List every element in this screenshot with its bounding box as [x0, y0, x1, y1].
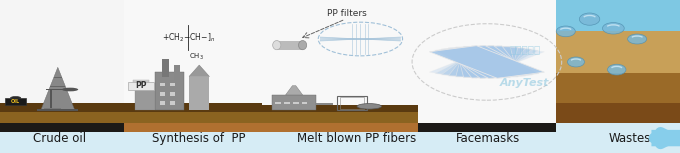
Bar [160, 92, 165, 96]
Ellipse shape [579, 13, 600, 25]
Text: 嘉岕检测网: 嘉岕检测网 [509, 44, 541, 54]
Text: $+$CH$_2$$-$CH$-$$]_n$: $+$CH$_2$$-$CH$-$$]_n$ [162, 31, 215, 44]
Polygon shape [189, 65, 209, 76]
Text: Wastes: Wastes [609, 132, 651, 145]
Bar [170, 92, 175, 96]
Bar [277, 41, 303, 50]
Bar [0, 103, 124, 112]
Bar [0, 0, 124, 123]
Bar [275, 102, 281, 104]
Polygon shape [456, 46, 518, 78]
Bar [262, 105, 418, 112]
Polygon shape [448, 46, 526, 78]
Bar [272, 95, 316, 110]
Bar [293, 102, 299, 104]
Text: Melt blown PP fibers: Melt blown PP fibers [297, 132, 417, 145]
Bar [50, 86, 65, 87]
Bar [128, 82, 154, 90]
Bar [556, 31, 680, 80]
Bar [556, 0, 680, 39]
Bar [284, 102, 290, 104]
Text: CH$_3$: CH$_3$ [189, 52, 204, 62]
Bar [262, 0, 418, 123]
Ellipse shape [602, 22, 624, 34]
Ellipse shape [299, 41, 307, 50]
Bar [556, 73, 680, 103]
FancyArrow shape [651, 125, 680, 151]
Bar [0, 105, 124, 123]
Text: Synthesis of  PP: Synthesis of PP [152, 132, 246, 145]
Text: PP filters: PP filters [327, 9, 367, 17]
Bar [340, 97, 364, 109]
Bar [0, 123, 680, 153]
Circle shape [62, 88, 78, 91]
Text: Crude oil: Crude oil [33, 132, 86, 145]
Bar [262, 123, 418, 132]
Polygon shape [435, 45, 539, 78]
Polygon shape [448, 46, 526, 78]
Bar [37, 109, 78, 111]
Polygon shape [286, 86, 303, 95]
Bar [174, 65, 180, 80]
Bar [337, 96, 367, 110]
Polygon shape [429, 46, 545, 78]
Circle shape [357, 104, 381, 109]
Bar [170, 101, 175, 105]
Ellipse shape [608, 64, 626, 75]
Polygon shape [441, 46, 532, 78]
Bar [133, 80, 148, 82]
Bar [44, 108, 61, 109]
Polygon shape [441, 46, 532, 78]
Bar [160, 83, 165, 86]
Bar [418, 0, 556, 123]
Polygon shape [429, 46, 545, 78]
Bar [124, 103, 262, 112]
Bar [556, 123, 680, 132]
Bar [0, 123, 124, 132]
Bar [135, 83, 155, 110]
Ellipse shape [11, 97, 21, 99]
Text: OIL: OIL [11, 99, 20, 104]
Polygon shape [41, 67, 75, 110]
Bar [124, 0, 262, 123]
Ellipse shape [556, 26, 575, 37]
Bar [162, 59, 169, 77]
Bar [50, 90, 52, 110]
Bar [556, 96, 680, 123]
Bar [124, 123, 262, 132]
Bar [170, 83, 175, 86]
Text: AnyTest: AnyTest [500, 78, 549, 88]
Bar [302, 102, 307, 104]
Bar [556, 0, 680, 123]
Ellipse shape [273, 41, 281, 50]
Polygon shape [435, 45, 539, 78]
Bar [54, 77, 62, 78]
Ellipse shape [628, 34, 647, 44]
Bar [46, 89, 71, 90]
Polygon shape [456, 46, 518, 78]
Ellipse shape [567, 57, 585, 67]
Bar [189, 76, 209, 110]
Bar [124, 105, 262, 123]
Text: Facemasks: Facemasks [456, 132, 520, 145]
Bar [5, 98, 26, 105]
Text: PP: PP [135, 81, 146, 90]
Bar [155, 72, 184, 110]
Bar [262, 105, 418, 123]
Bar [160, 101, 165, 105]
Bar [418, 123, 556, 132]
Bar [316, 103, 333, 105]
